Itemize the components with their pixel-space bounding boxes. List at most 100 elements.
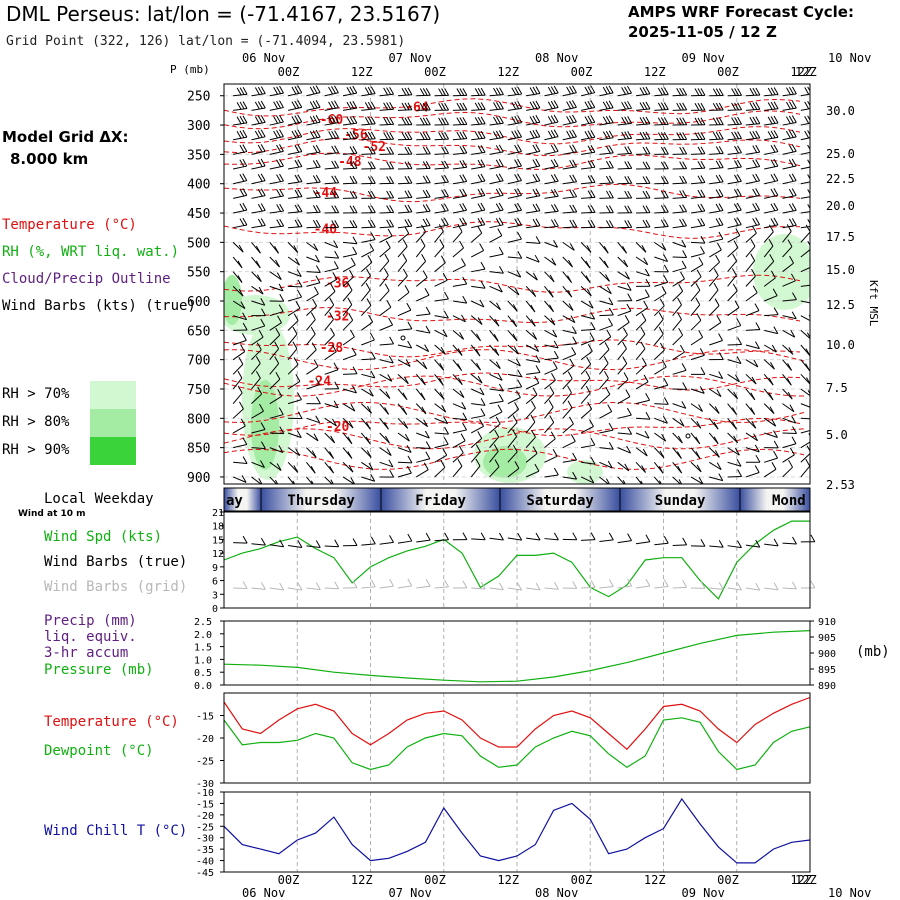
wind-barb-flag xyxy=(590,205,596,213)
wind-barb-flag xyxy=(642,176,648,184)
wind-barb-flag xyxy=(331,115,336,124)
wind-barb xyxy=(507,224,522,229)
wind-barb-flag xyxy=(403,376,409,384)
wind-barb-flag xyxy=(239,87,245,95)
wind-barb-flag xyxy=(715,203,721,212)
wind-barb-flag xyxy=(404,204,410,213)
wind-barb-flag xyxy=(498,158,504,167)
wind-barb-flag xyxy=(608,318,613,326)
wind-barb-flag xyxy=(569,86,574,94)
wind-barb-flag xyxy=(751,225,757,234)
wind-barb-flag xyxy=(694,102,700,111)
wind-barb-flag xyxy=(315,114,321,123)
wind-barb-flag xyxy=(330,479,334,484)
wind-barb-flag xyxy=(754,465,760,473)
wind-barb xyxy=(562,211,577,214)
wind-barb-flag xyxy=(567,371,573,379)
wind-barb-flag xyxy=(514,287,520,296)
wind-barb-flag xyxy=(553,240,559,248)
wind-barb-flag xyxy=(334,220,340,228)
wind-barb xyxy=(745,417,757,429)
wind-barb-flag xyxy=(260,129,266,138)
wind-barb xyxy=(306,432,319,442)
surface-barb-true-flag xyxy=(480,532,486,541)
wind-barb-flag xyxy=(512,415,518,423)
wind-barb-flag xyxy=(441,117,447,125)
wind-barb xyxy=(599,393,611,405)
wind-barb-flag xyxy=(700,160,706,169)
wind-barb-flag xyxy=(627,146,633,154)
wind-barb xyxy=(287,399,302,405)
wind-barb-flag xyxy=(242,202,248,211)
wind-barb xyxy=(269,311,284,317)
wind-barb xyxy=(763,344,777,353)
wind-barb xyxy=(306,226,321,229)
wind-barb-flag xyxy=(700,189,706,198)
wind-barb-flag xyxy=(627,161,633,169)
wind-barb-flag xyxy=(476,333,481,342)
wind-barb xyxy=(269,136,284,141)
wind-barb-flag xyxy=(274,341,280,350)
wind-barb-flag xyxy=(716,315,722,323)
wind-barb-flag xyxy=(732,421,737,430)
wind-barb-flag xyxy=(348,269,354,278)
wind-barb-flag xyxy=(498,115,504,124)
wind-barb-flag xyxy=(386,87,392,95)
wind-barb xyxy=(489,436,500,448)
wind-barb-flag xyxy=(529,101,535,110)
surface-barb-true-flag xyxy=(608,532,614,541)
wind-barb-flag xyxy=(751,376,757,385)
wind-barb-flag xyxy=(570,434,576,442)
wind-barb-flag xyxy=(569,145,575,153)
wind-barb xyxy=(617,107,632,111)
wind-barb-flag xyxy=(517,173,522,181)
wind-barb-flag xyxy=(443,203,449,211)
bottom-hour-label: 12Z xyxy=(795,873,817,887)
wind-barb xyxy=(324,403,339,409)
wind-barb xyxy=(489,209,504,214)
wind-barb xyxy=(471,388,485,396)
wind-barb-flag xyxy=(788,159,794,167)
wind-barb xyxy=(397,432,410,442)
wind-barb-flag xyxy=(605,175,611,184)
wind-barb-flag xyxy=(402,392,408,400)
y-tick-label: -15 xyxy=(196,712,214,723)
wind-barb-flag xyxy=(386,190,392,199)
wind-barb-flag xyxy=(569,219,575,228)
wind-barb xyxy=(526,195,540,199)
temperature-contour xyxy=(224,349,805,371)
wind-barb-flag xyxy=(386,219,392,228)
wind-barb-flag xyxy=(713,282,719,291)
surface-barb-true-flag xyxy=(370,536,376,545)
wind-barb xyxy=(764,209,779,214)
wind-barb-flag xyxy=(590,115,596,123)
wind-barb xyxy=(580,285,592,297)
surface-barb-grid-flag xyxy=(718,582,724,590)
wind-barb xyxy=(635,333,646,346)
wind-barb xyxy=(287,296,302,302)
wind-barb xyxy=(507,467,520,478)
wind-barb xyxy=(251,429,266,434)
wind-barb xyxy=(342,289,353,302)
wind-barb-flag xyxy=(438,224,444,232)
wind-barb-flag xyxy=(590,175,596,183)
weekday-cell: ay xyxy=(223,487,262,512)
wind-barb xyxy=(727,290,738,302)
temperature-contour xyxy=(224,152,801,170)
wind-barb-flag xyxy=(313,359,319,367)
wind-barb xyxy=(544,195,559,199)
wind-barb xyxy=(617,152,632,155)
wind-barb-flag xyxy=(352,205,358,213)
wind-barb xyxy=(415,231,426,243)
wind-barb xyxy=(635,364,647,375)
wind-barb-flag xyxy=(716,462,722,470)
wind-barb-flag xyxy=(737,145,742,153)
wind-barb-flag xyxy=(804,116,810,124)
wind-barb-flag xyxy=(770,188,776,197)
surface-barb-grid xyxy=(635,585,650,589)
wind-barb-flag xyxy=(700,175,706,183)
wind-barb-flag xyxy=(444,131,450,140)
wind-barb-flag xyxy=(512,429,517,437)
wind-barb-flag xyxy=(752,131,758,139)
wind-barb xyxy=(544,407,554,419)
